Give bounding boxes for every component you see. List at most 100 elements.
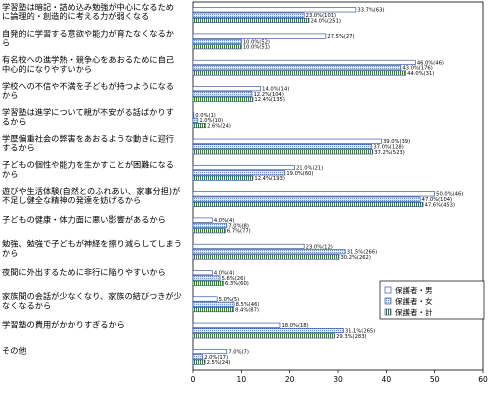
data-label: 31.1%(265)	[345, 328, 375, 334]
bar-3	[192, 333, 335, 339]
bar-2	[192, 354, 203, 360]
bar-3	[192, 70, 406, 76]
data-label: 37.2%(523)	[374, 150, 404, 156]
bar-2	[192, 38, 242, 44]
legend-box	[379, 280, 485, 320]
bar-1	[192, 270, 213, 276]
data-label: 12.4%(135)	[254, 97, 284, 103]
data-label: 23.0%(12)	[306, 244, 333, 250]
data-label: 37.0%(128)	[373, 144, 403, 150]
data-label: 12.4%(193)	[254, 176, 284, 182]
x-tick-label: 0	[191, 375, 196, 384]
data-labels: 33.7%(63) 27.5%(27) 46.0%(46) 14.0%(14) 0.0%…	[195, 8, 463, 366]
category-label: 遊びや生活体験(自然とのふれあい、家事分担)が不足し健全な精神の発達を妨げるから	[2, 186, 180, 205]
data-label: 10.0%(52)	[243, 39, 270, 45]
bar-3	[192, 280, 224, 286]
bar-2	[192, 170, 286, 176]
bar-1	[192, 165, 295, 171]
category-label: 子どもの健康・体力面に悪い影響があるから	[2, 214, 166, 224]
x-tick-label: 60	[478, 375, 488, 384]
data-label: 33.7%(63)	[357, 8, 384, 14]
data-label: 1.0%(10)	[199, 118, 223, 124]
data-label: 44.0%(31)	[407, 71, 434, 77]
category-label: 学習塾は暗記・詰め込み勉強が中心になるために論理的・創造的に考える力が弱くなる	[2, 2, 174, 21]
legend-swatch	[384, 297, 392, 305]
bar-2	[192, 65, 402, 71]
category-label: 子どもの個性や能力を生かすことが困難になるから	[2, 160, 174, 179]
bar-2	[192, 91, 253, 97]
x-axis: 0 10 20 30 40 50 60	[191, 370, 488, 384]
data-label: 47.0%(104)	[422, 197, 452, 203]
bar-3	[192, 175, 254, 181]
bar-1	[192, 349, 228, 355]
category-label: 夜間に外出するために非行に陥りやすいから	[2, 267, 166, 277]
bar-3	[192, 254, 340, 260]
bar-1	[192, 322, 281, 328]
data-label: 24.0%(251)	[311, 18, 341, 24]
data-label: 50.0%(46)	[436, 192, 463, 198]
bar-3	[192, 96, 254, 102]
bar-3	[192, 359, 206, 365]
data-label: 4.0%(4)	[214, 271, 235, 277]
data-label: 39.0%(39)	[383, 139, 410, 145]
x-tick-label: 40	[382, 375, 392, 384]
bar-3	[192, 201, 424, 207]
bar-2	[192, 196, 421, 202]
data-label: 2.6%(24)	[207, 123, 231, 129]
bar-2	[192, 301, 235, 307]
data-label: 6.3%(60)	[225, 281, 249, 287]
legend-swatch	[384, 308, 392, 316]
data-label: 27.5%(27)	[327, 34, 354, 40]
bar-1	[192, 296, 218, 302]
category-label: その他	[2, 346, 27, 356]
data-label: 10.0%(51)	[243, 45, 270, 51]
data-label: 30.2%(262)	[340, 255, 370, 261]
data-label: 2.5%(24)	[207, 360, 231, 366]
data-label: 12.2%(104)	[253, 92, 283, 98]
bar-1	[192, 217, 213, 223]
data-label: 5.6%(26)	[222, 276, 246, 282]
data-label: 6.7%(77)	[227, 229, 251, 235]
bar-3	[192, 44, 242, 50]
bar-2	[192, 117, 199, 123]
data-label: 47.6%(453)	[425, 202, 455, 208]
data-label: 31.5%(266)	[347, 250, 377, 256]
bar-3	[192, 123, 206, 129]
bar-1	[192, 59, 416, 65]
legend-label: 保護者・計	[395, 307, 433, 317]
bar-1	[192, 33, 327, 39]
data-label: 4.0%(4)	[214, 218, 235, 224]
bar-1	[192, 191, 435, 197]
x-tick-label: 20	[285, 375, 295, 384]
data-label: 7.0%(7)	[228, 349, 249, 355]
category-labels: 学習塾は暗記・詰め込み勉強が中心になるために論理的・創造的に考える力が弱くなる自…	[2, 2, 182, 356]
data-label: 14.0%(14)	[262, 87, 289, 93]
data-label: 19.0%(60)	[286, 171, 313, 177]
category-label: 学歴偏重社会の弊害をあおるような動きに迎行するから	[2, 133, 174, 152]
legend-label: 保護者・女	[395, 296, 433, 306]
category-label: 自発的に学習する意欲や能力が育たなくなるから	[2, 28, 174, 47]
bar-2	[192, 12, 305, 18]
category-label: 勉強、勉強で子どもが神経を擦り減らしてしまうから	[2, 239, 182, 258]
bar-3	[192, 228, 226, 234]
bar-3	[192, 149, 374, 155]
x-tick-label: 30	[333, 375, 343, 384]
bar-1	[192, 86, 261, 92]
bar-1	[192, 243, 305, 249]
data-label: 8.5%(46)	[236, 302, 260, 308]
bar-1	[192, 112, 195, 118]
data-label: 8.4%(87)	[235, 307, 259, 313]
data-label: 18.0%(18)	[282, 323, 309, 329]
data-label: 21.0%(21)	[296, 165, 323, 171]
category-label: 学習塾は進学について親が不安がる話ばかりするから	[2, 107, 174, 126]
data-label: 7.0%(8)	[228, 223, 249, 229]
category-label: 有名校への進学熱・競争心をあおるために自己中心的になりやすいから	[2, 55, 174, 74]
data-label: 29.3%(283)	[336, 334, 366, 340]
category-label: 学習塾の費用がかかりすぎるから	[2, 319, 125, 329]
bar-2	[192, 328, 344, 334]
x-tick-label: 10	[237, 375, 247, 384]
bar-2	[192, 222, 228, 228]
category-label: 家族間の会話が少なくなり、家族の結びつきが少なくなるから	[2, 291, 182, 310]
bar-1	[192, 7, 357, 13]
